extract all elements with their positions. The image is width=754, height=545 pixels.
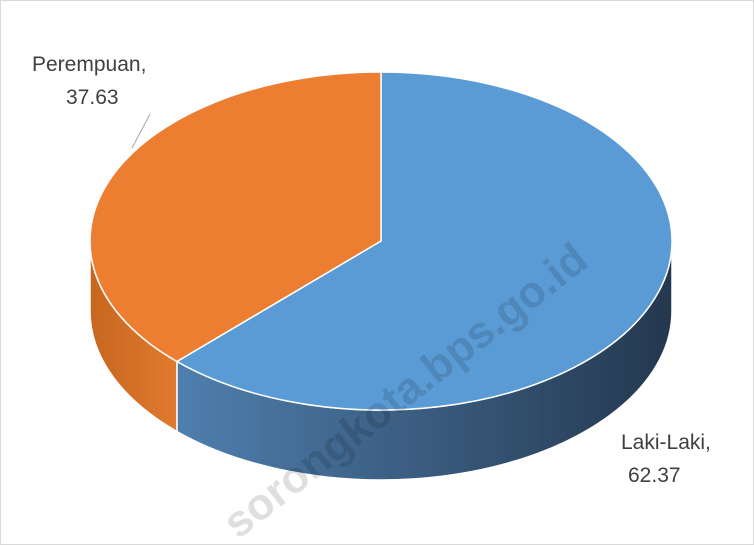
slice-value: 37.63 (66, 86, 119, 109)
leader-line (131, 113, 151, 149)
slice (175, 71, 673, 411)
slice-label: Perempuan, (32, 53, 146, 76)
slice-value: 62.37 (628, 464, 681, 487)
slice (89, 71, 382, 363)
slice-label: Laki-Laki, (621, 431, 711, 454)
